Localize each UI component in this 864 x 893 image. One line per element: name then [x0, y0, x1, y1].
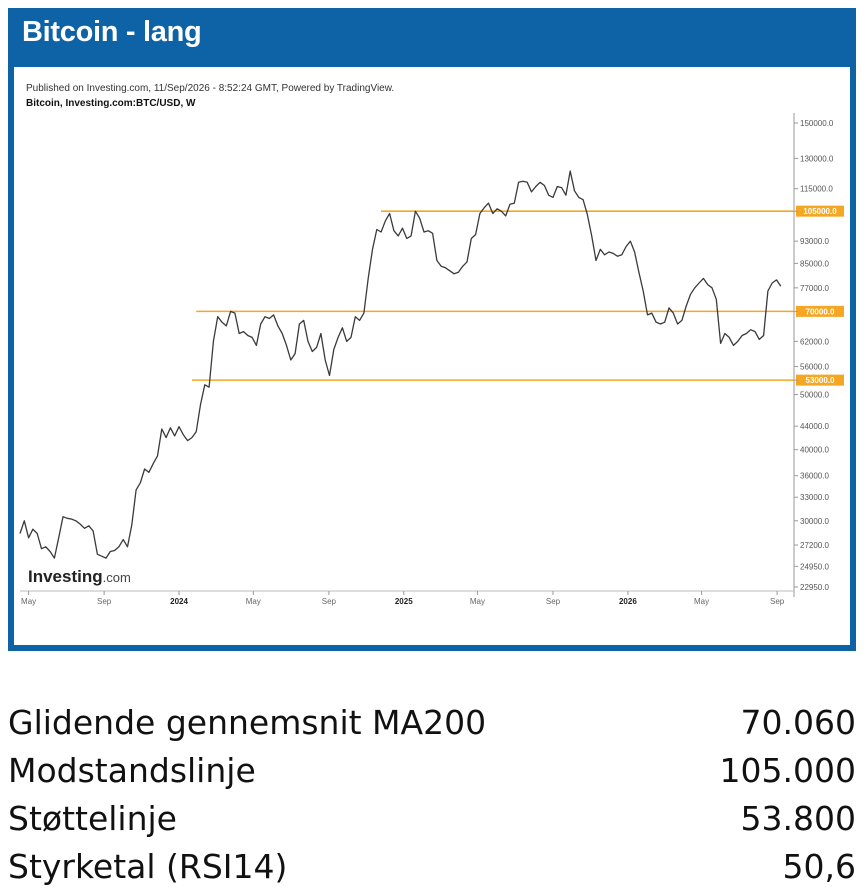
y-tick-label: 85000.0	[800, 259, 829, 268]
stat-value: 53.800	[740, 798, 856, 838]
stat-label: Glidende gennemsnit MA200	[8, 702, 487, 742]
y-tick-label: 27200.0	[800, 541, 829, 550]
x-tick-label: Sep	[770, 597, 785, 606]
x-tick-label: Sep	[97, 597, 112, 606]
y-tick-label: 62000.0	[800, 337, 829, 346]
price-chart: 105000.0 70000.0 53000.0 150000.0 130000.0 1…	[19, 113, 844, 606]
y-tick-label: 77000.0	[800, 284, 829, 293]
y-tick-label: 40000.0	[800, 446, 829, 455]
stat-row-ma200: Glidende gennemsnit MA200 70.060	[8, 698, 856, 746]
y-tick-label: 150000.0	[800, 119, 834, 128]
level-badge-label: 70000.0	[806, 307, 835, 316]
level-badge-label: 53000.0	[806, 376, 835, 385]
level-badge-label: 105000.0	[803, 207, 837, 216]
stat-label: Støttelinje	[8, 798, 177, 838]
y-tick-label: 44000.0	[800, 422, 829, 431]
stat-label: Styrketal (RSI14)	[8, 846, 288, 886]
x-tick-label: May	[470, 597, 485, 606]
x-tick-label: Sep	[322, 597, 337, 606]
y-tick-label: 30000.0	[800, 517, 829, 526]
panel-title: Bitcoin - lang	[22, 16, 202, 48]
x-tick-label: May	[246, 597, 261, 606]
y-tick-label: 22950.0	[800, 583, 829, 592]
watermark-brand: Investing.com	[28, 567, 131, 586]
y-tick-label: 50000.0	[800, 391, 829, 400]
x-tick-label: 2026	[619, 597, 637, 606]
y-tick-label: 56000.0	[800, 363, 829, 372]
stat-value: 50,6	[782, 846, 856, 886]
level-badge	[796, 305, 844, 317]
stat-label: Modstandslinje	[8, 750, 256, 790]
x-tick-label: May	[21, 597, 36, 606]
level-badge	[796, 374, 844, 386]
x-tick-label: 2024	[170, 597, 188, 606]
x-tick-label: May	[694, 597, 709, 606]
stat-value: 70.060	[740, 702, 856, 742]
symbol-label: Bitcoin, Investing.com:BTC/USD, W	[26, 98, 196, 109]
stat-row-rsi: Styrketal (RSI14) 50,6	[8, 842, 856, 890]
level-badge	[796, 205, 844, 217]
y-tick-label: 24950.0	[800, 562, 829, 571]
chart-panel: Bitcoin - lang Published on Investing.co…	[8, 8, 856, 651]
stat-row-resistance: Modstandslinje 105.000	[8, 746, 856, 794]
x-tick-label: Sep	[546, 597, 561, 606]
y-tick-label: 93000.0	[800, 237, 829, 246]
published-note: Published on Investing.com, 11/Sep/2026 …	[26, 83, 395, 94]
stat-row-support: Støttelinje 53.800	[8, 794, 856, 842]
stat-value: 105.000	[719, 750, 856, 790]
x-tick-label: 2025	[395, 597, 413, 606]
chart-area: Published on Investing.com, 11/Sep/2026 …	[14, 67, 850, 645]
stats-table: Glidende gennemsnit MA200 70.060 Modstan…	[8, 698, 856, 890]
y-tick-label: 115000.0	[800, 185, 833, 194]
price-line	[19, 170, 782, 559]
y-tick-label: 130000.0	[800, 154, 834, 163]
y-tick-label: 36000.0	[800, 472, 829, 481]
y-tick-label: 33000.0	[800, 493, 829, 502]
